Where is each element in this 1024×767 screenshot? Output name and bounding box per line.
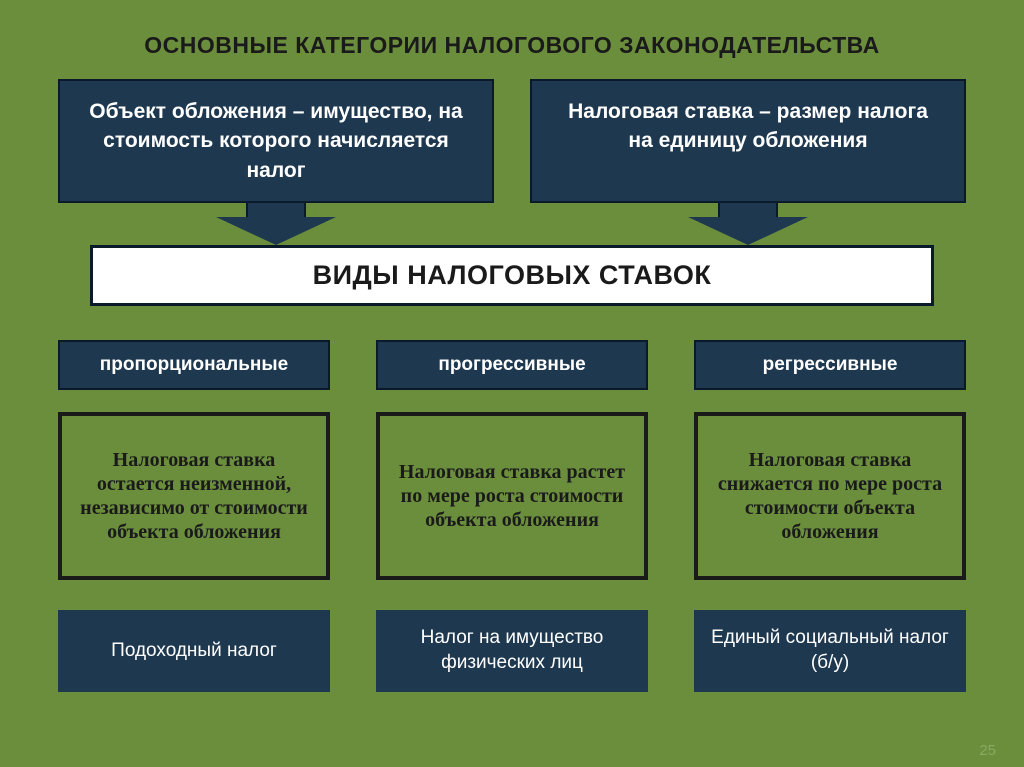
descriptions-row: Налоговая ставка остается неизменной, не… xyxy=(58,412,966,580)
type-label-proportional: пропорциональные xyxy=(58,340,330,390)
center-heading: ВИДЫ НАЛОГОВЫХ СТАВОК xyxy=(90,245,934,306)
down-arrow-icon xyxy=(216,203,336,245)
description-regressive: Налоговая ставка снижается по мере роста… xyxy=(694,412,966,580)
definition-box-object: Объект обложения – имущество, на стоимос… xyxy=(58,79,494,203)
type-label-regressive: регрессивные xyxy=(694,340,966,390)
slide-title: ОСНОВНЫЕ КАТЕГОРИИ НАЛОГОВОГО ЗАКОНОДАТЕ… xyxy=(58,32,966,59)
definition-box-rate: Налоговая ставка – размер налога на един… xyxy=(530,79,966,203)
arrow-holder-right xyxy=(530,203,966,245)
example-progressive: Налог на имущество физических лиц xyxy=(376,610,648,691)
examples-row: Подоходный налог Налог на имущество физи… xyxy=(58,610,966,691)
top-definitions-row: Объект обложения – имущество, на стоимос… xyxy=(58,79,966,203)
arrow-holder-left xyxy=(58,203,494,245)
description-proportional: Налоговая ставка остается неизменной, не… xyxy=(58,412,330,580)
down-arrow-icon xyxy=(688,203,808,245)
description-progressive: Налоговая ставка растет по мере роста ст… xyxy=(376,412,648,580)
type-labels-row: пропорциональные прогрессивные регрессив… xyxy=(58,340,966,390)
arrows-row xyxy=(58,203,966,245)
slide-number: 25 xyxy=(979,742,996,759)
example-proportional: Подоходный налог xyxy=(58,610,330,691)
example-regressive: Единый социальный налог (б/у) xyxy=(694,610,966,691)
type-label-progressive: прогрессивные xyxy=(376,340,648,390)
